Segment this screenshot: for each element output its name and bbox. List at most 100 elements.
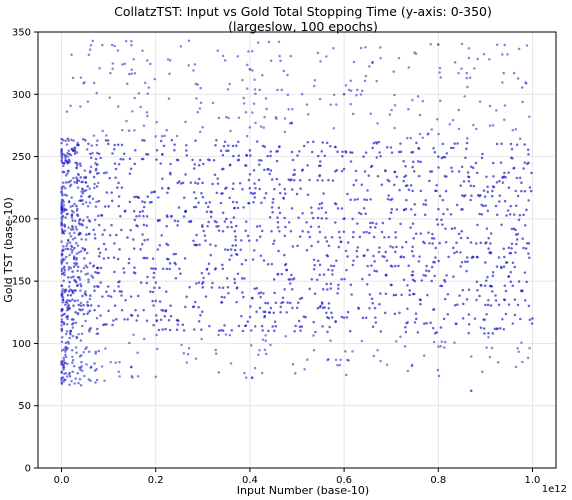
scatter-point [332, 47, 335, 50]
scatter-point [143, 201, 147, 204]
scatter-point [432, 308, 436, 311]
scatter-point [180, 343, 183, 347]
scatter-point [60, 363, 63, 366]
scatter-point [254, 121, 257, 125]
scatter-point [481, 152, 484, 156]
scatter-point [234, 238, 237, 242]
scatter-point [422, 354, 426, 357]
scatter-point [497, 303, 501, 307]
scatter-point [388, 217, 391, 220]
scatter-point [273, 291, 276, 295]
scatter-point [507, 246, 511, 249]
scatter-point [284, 262, 288, 266]
scatter-point [399, 142, 402, 145]
scatter-point [64, 332, 68, 336]
scatter-point [366, 189, 369, 192]
scatter-point [441, 142, 445, 146]
scatter-point [453, 341, 456, 344]
scatter-point [283, 187, 286, 191]
scatter-point [88, 201, 92, 204]
scatter-point [233, 248, 237, 252]
scatter-point [346, 241, 350, 244]
scatter-point [88, 232, 91, 236]
scatter-point [113, 289, 116, 293]
scatter-point [417, 260, 421, 263]
scatter-point [244, 220, 248, 223]
scatter-point [500, 266, 503, 270]
scatter-point [65, 345, 68, 349]
scatter-point [494, 299, 498, 302]
scatter-point [237, 116, 241, 119]
scatter-point [531, 317, 534, 320]
scatter-point [63, 229, 67, 232]
scatter-point [60, 269, 64, 273]
scatter-point [157, 196, 160, 199]
scatter-point [97, 223, 101, 227]
scatter-point [412, 170, 416, 173]
scatter-point [97, 349, 101, 353]
scatter-point [483, 318, 486, 321]
scatter-point [100, 365, 104, 368]
scatter-point [73, 236, 77, 240]
scatter-point [287, 108, 290, 111]
scatter-point [299, 187, 302, 190]
scatter-point [65, 375, 69, 378]
scatter-point [81, 192, 85, 195]
scatter-point [123, 318, 126, 321]
scatter-point [107, 256, 110, 260]
scatter-point [395, 245, 398, 249]
scatter-point [413, 279, 416, 283]
scatter-point [205, 210, 209, 214]
scatter-point [73, 299, 77, 303]
scatter-point [152, 276, 155, 279]
scatter-point [356, 222, 359, 225]
scatter-point [248, 173, 252, 176]
scatter-point [69, 205, 72, 208]
scatter-point [175, 158, 179, 162]
scatter-point [110, 43, 114, 47]
scatter-point [234, 244, 238, 247]
scatter-point [176, 224, 179, 227]
scatter-point [381, 221, 385, 225]
x-tick-label: 0.8 [430, 475, 446, 486]
scatter-point [393, 264, 397, 268]
scatter-point [111, 62, 115, 65]
scatter-point [89, 379, 92, 382]
scatter-point [445, 274, 448, 277]
scatter-point [241, 78, 244, 82]
scatter-point [329, 103, 333, 106]
scatter-point [68, 331, 72, 335]
scatter-point [130, 72, 133, 76]
scatter-point [131, 238, 135, 241]
scatter-point [460, 67, 463, 70]
scatter-point [522, 213, 525, 217]
scatter-point [208, 201, 212, 204]
scatter-point [337, 283, 340, 287]
scatter-point [275, 159, 279, 163]
scatter-point [415, 141, 418, 145]
scatter-point [334, 221, 337, 224]
scatter-point [92, 175, 96, 179]
scatter-point [338, 363, 341, 367]
scatter-point [90, 365, 93, 369]
scatter-point [441, 223, 444, 226]
scatter-point [488, 251, 491, 254]
scatter-point [197, 177, 201, 181]
scatter-point [305, 221, 308, 224]
scatter-point [73, 146, 76, 149]
scatter-point [80, 222, 84, 226]
scatter-point [291, 363, 295, 366]
scatter-point [466, 236, 469, 240]
scatter-point [81, 180, 84, 184]
scatter-point [159, 318, 163, 321]
scatter-point [366, 264, 369, 268]
scatter-point [93, 186, 96, 190]
scatter-point [363, 79, 367, 83]
scatter-point [364, 151, 368, 154]
scatter-point [130, 39, 133, 43]
scatter-point [81, 308, 85, 311]
scatter-point [486, 190, 490, 194]
scatter-point [389, 283, 393, 287]
scatter-point [445, 175, 448, 178]
